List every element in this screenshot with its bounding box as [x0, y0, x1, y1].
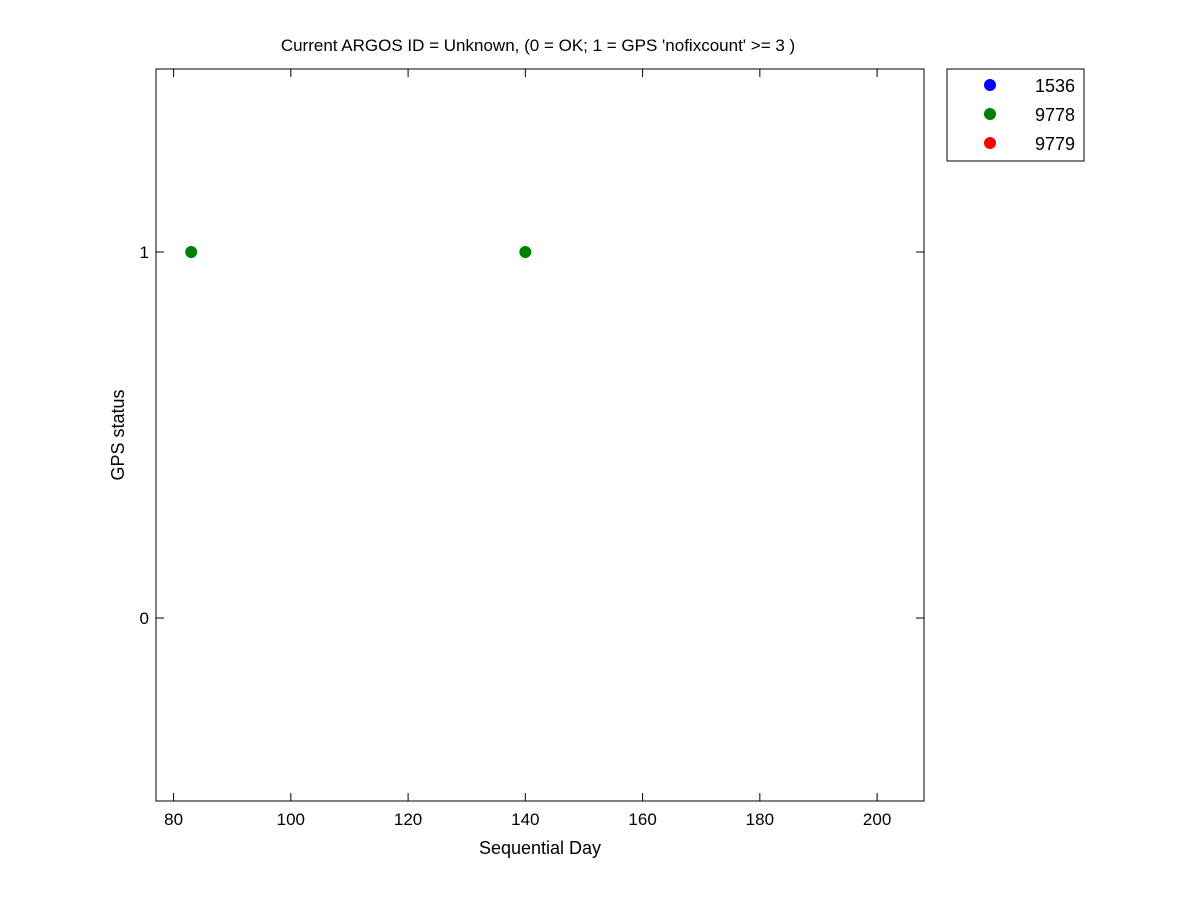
y-axis-ticks: 01 [140, 243, 924, 628]
x-tick-label: 120 [394, 810, 422, 829]
x-tick-label: 100 [277, 810, 305, 829]
chart-title: Current ARGOS ID = Unknown, (0 = OK; 1 =… [281, 36, 795, 55]
data-point-9778 [519, 246, 532, 258]
y-axis-label: GPS status [108, 389, 128, 480]
data-points [185, 246, 532, 258]
legend-label: 1536 [1035, 76, 1075, 96]
legend: 1536 9778 9779 [946, 68, 1085, 162]
legend-marker-9779 [984, 137, 996, 149]
legend-marker-1536 [984, 79, 996, 91]
y-tick-label: 0 [140, 609, 149, 628]
plot-area [155, 68, 925, 802]
x-tick-label: 80 [164, 810, 183, 829]
x-axis-ticks: 80 100 120 140 160 180 200 [164, 69, 891, 829]
x-tick-label: 140 [511, 810, 539, 829]
x-tick-label: 180 [746, 810, 774, 829]
data-point-9778 [185, 246, 198, 258]
legend-box [946, 68, 1085, 162]
y-tick-label: 1 [140, 243, 149, 262]
legend-marker-9778 [984, 108, 996, 120]
x-tick-label: 160 [628, 810, 656, 829]
x-axis-label: Sequential Day [479, 838, 601, 858]
legend-label: 9778 [1035, 105, 1075, 125]
legend-label: 9779 [1035, 134, 1075, 154]
x-tick-label: 200 [863, 810, 891, 829]
